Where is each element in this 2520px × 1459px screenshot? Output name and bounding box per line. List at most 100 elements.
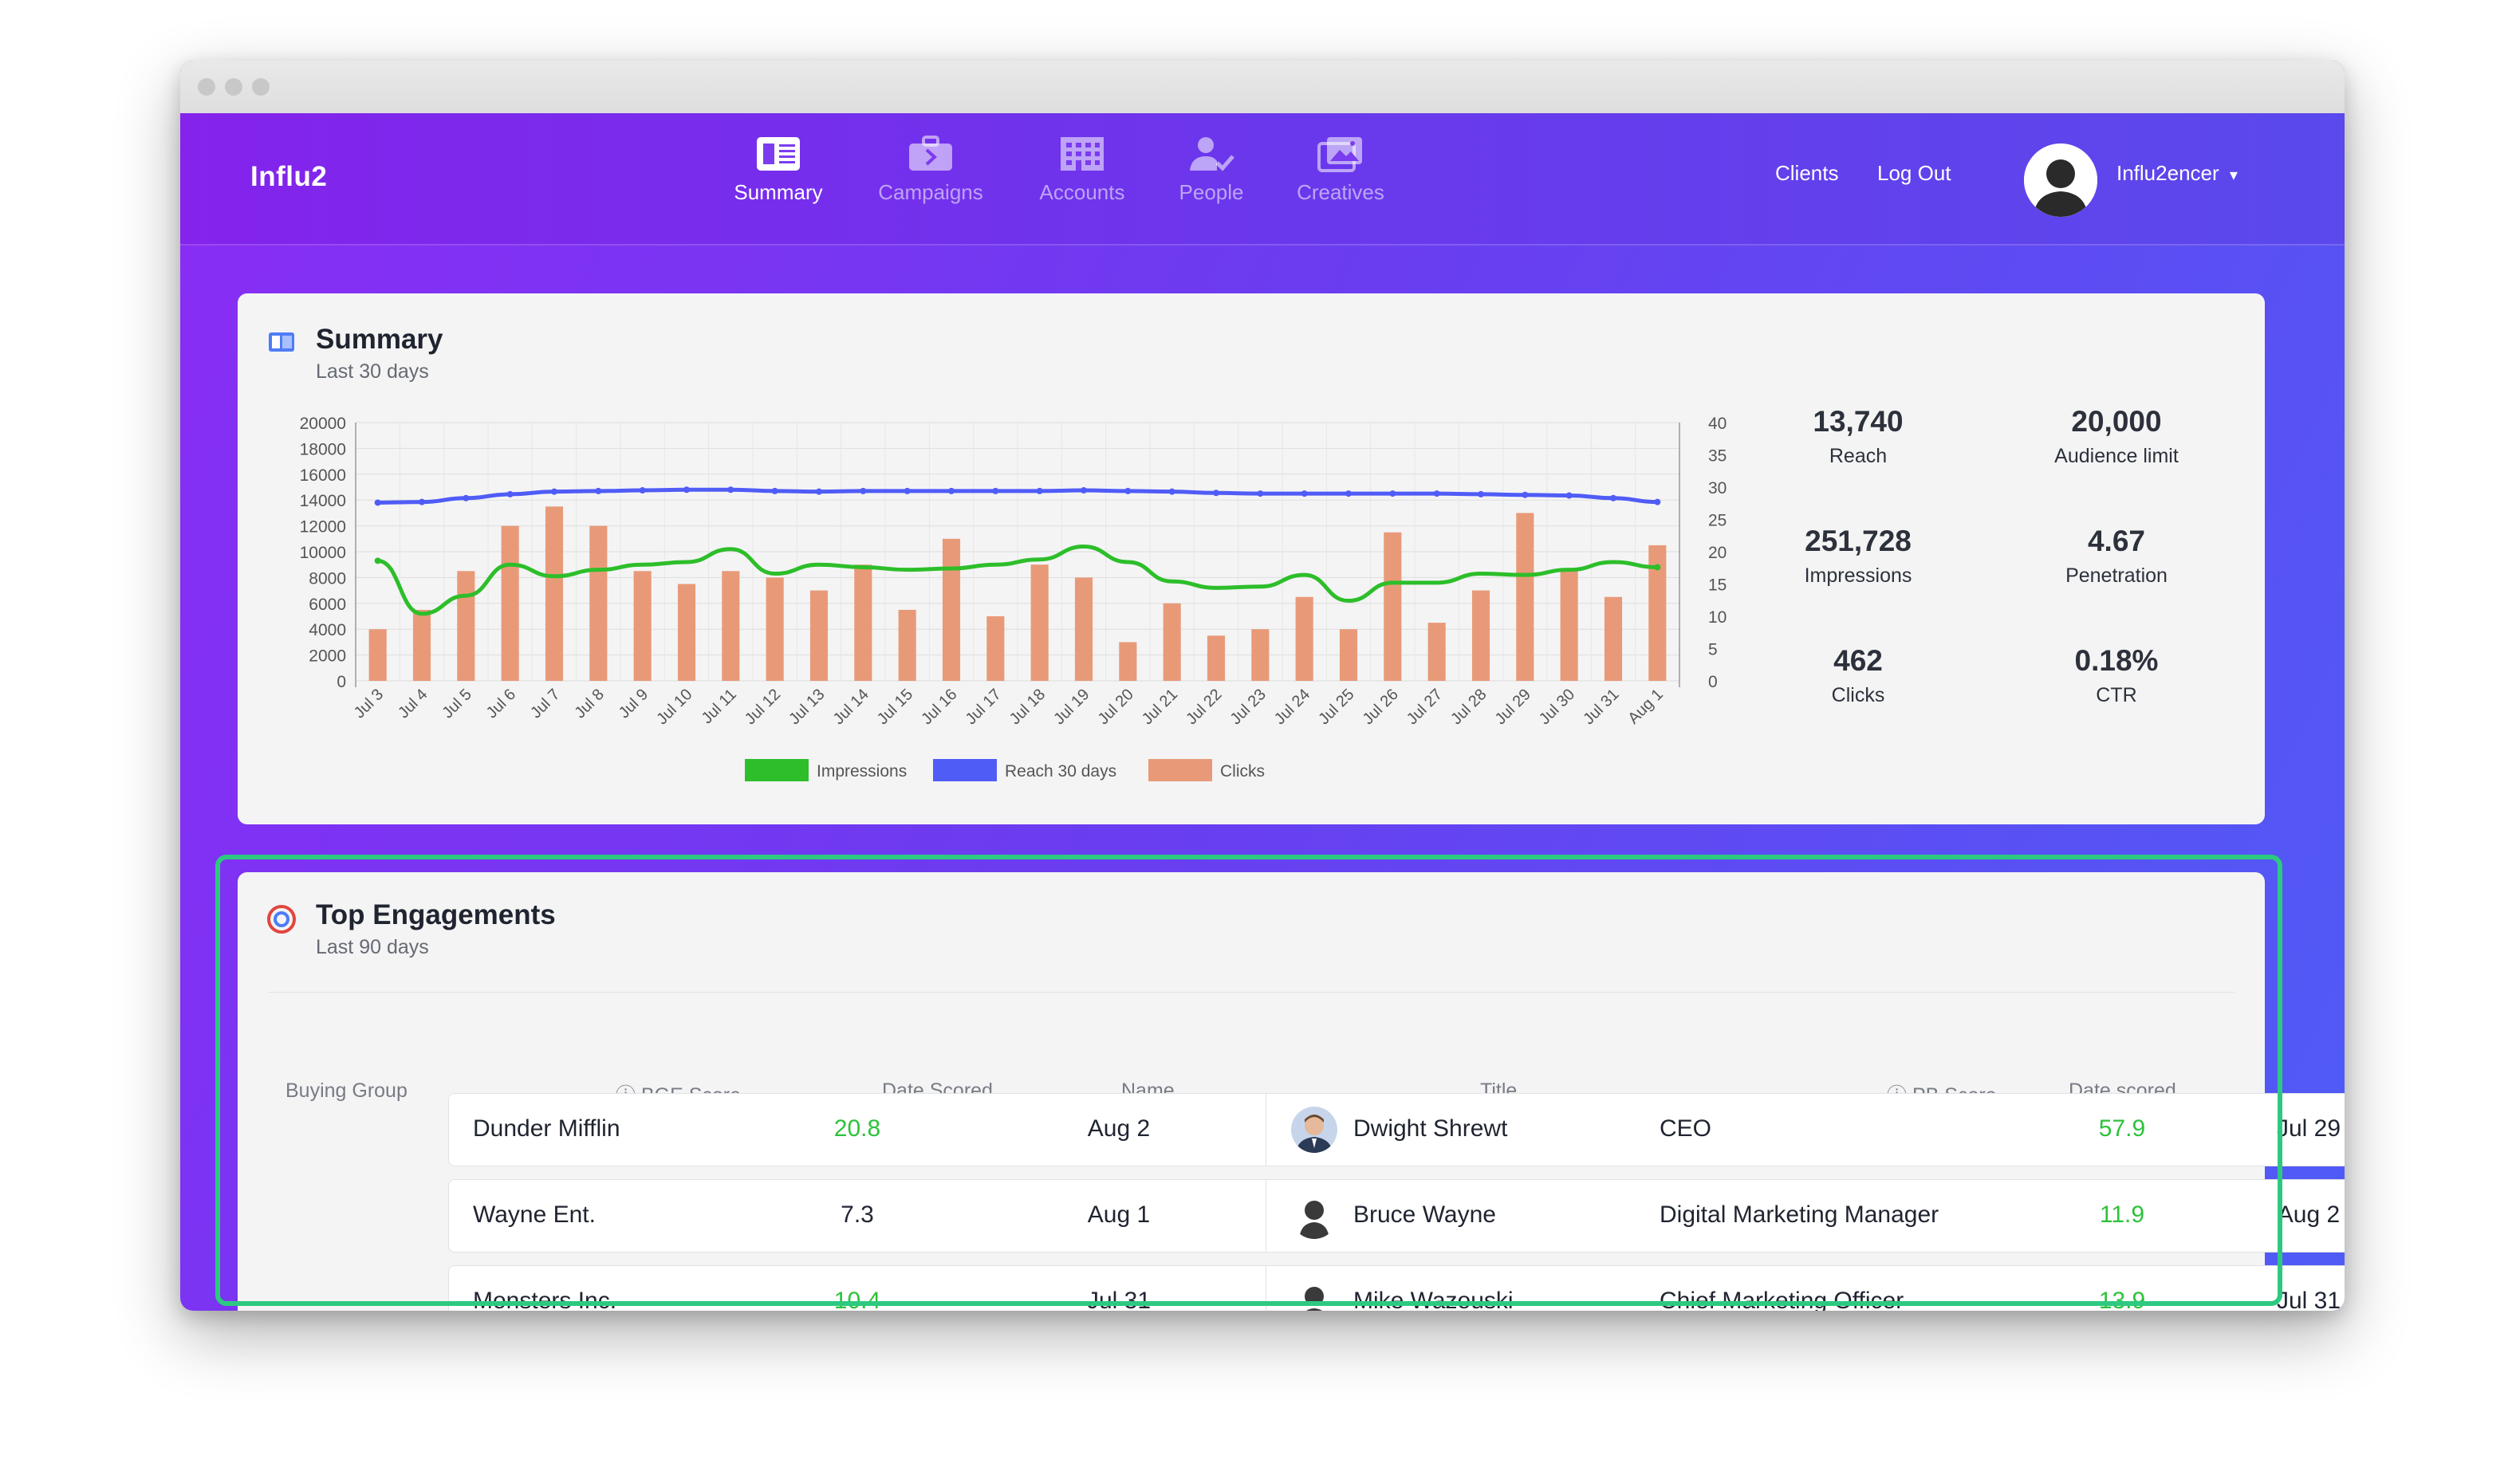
nav-campaigns-label: Campaigns — [878, 180, 983, 204]
person-silhouette-icon — [1299, 1201, 1329, 1239]
clicks-bar — [1560, 571, 1578, 681]
stat-impressions-value: 251,728 — [1805, 525, 1912, 557]
reach-point — [595, 487, 602, 494]
y-left-tick-label: 20000 — [300, 415, 346, 433]
y-left-tick-label: 16000 — [300, 466, 346, 485]
stat-reach-label: Reach — [1829, 445, 1888, 467]
stat-impressions-label: Impressions — [1804, 564, 1912, 587]
y-right-tick-label: 15 — [1708, 576, 1727, 595]
top-engagements-subtitle: Last 90 days — [316, 936, 429, 958]
legend-swatch — [933, 759, 997, 781]
cell-bge-score: 7.3 — [841, 1201, 874, 1228]
x-tick-label: Jul 17 — [963, 686, 1005, 728]
x-tick-label: Jul 14 — [830, 686, 872, 728]
reach-point — [551, 488, 557, 495]
user-menu[interactable]: Influ2encer ▾ — [2116, 161, 2238, 186]
x-tick-label: Jul 5 — [439, 686, 474, 722]
x-tick-label: Jul 27 — [1404, 686, 1446, 728]
y-left-tick-label: 10000 — [300, 544, 346, 562]
avatar — [1291, 1193, 1337, 1239]
x-tick-label: Jul 29 — [1492, 686, 1534, 728]
x-tick-label: Jul 26 — [1360, 686, 1402, 728]
clicks-bar — [1516, 513, 1534, 681]
x-tick-label: Jul 23 — [1227, 686, 1270, 728]
chevron-down-icon: ▾ — [2229, 167, 2238, 184]
clicks-bar — [1030, 564, 1049, 681]
legend-swatch — [745, 759, 809, 781]
x-tick-label: Jul 11 — [699, 686, 740, 727]
nav-summary-label: Summary — [734, 180, 823, 204]
clicks-bar — [1648, 545, 1667, 681]
y-right-tick-label: 10 — [1708, 608, 1727, 627]
reach-point — [1124, 487, 1132, 494]
brand-logo[interactable]: Influ2 — [250, 161, 328, 192]
reach-point — [771, 487, 778, 494]
y-right-tick-label: 25 — [1708, 512, 1727, 530]
cell-buying-group: Dunder Mifflin — [473, 1115, 620, 1142]
y-right-tick-label: 0 — [1708, 673, 1718, 691]
stat-ctr-value: 0.18% — [2074, 644, 2159, 677]
nav-creatives[interactable]: Creatives — [1261, 136, 1420, 205]
nav-accounts[interactable]: Accounts — [1002, 136, 1162, 205]
header-buying-group[interactable]: Buying Group — [285, 1080, 408, 1102]
reach-point — [904, 487, 911, 494]
cell-date-scored-2: Jul 29 — [2276, 1115, 2341, 1142]
reach-point — [1301, 490, 1308, 497]
briefcase-icon — [909, 136, 952, 171]
cell-date-scored-2: Aug 2 — [2277, 1201, 2341, 1228]
reach-point — [948, 487, 955, 494]
nav-creatives-label: Creatives — [1297, 180, 1384, 204]
x-tick-label: Jul 18 — [1006, 686, 1049, 728]
minimize-window-icon[interactable] — [225, 78, 242, 96]
x-tick-label: Jul 21 — [1139, 686, 1181, 728]
table-row[interactable]: Dunder Mifflin 20.8 Aug 2 Dwight Shrewt CEO 5… — [448, 1093, 2345, 1166]
stat-audience-limit-value: 20,000 — [2071, 405, 2162, 438]
clicks-bar — [677, 584, 696, 681]
clients-link[interactable]: Clients — [1775, 161, 1839, 185]
cell-name[interactable]: Dwight Shrewt — [1353, 1115, 1508, 1142]
reach-point — [1036, 487, 1043, 494]
highlight-frame — [215, 855, 2282, 1306]
logout-link[interactable]: Log Out — [1877, 161, 1951, 185]
stat-reach-value: 13,740 — [1813, 405, 1904, 438]
y-left-tick-label: 8000 — [309, 569, 346, 588]
user-avatar[interactable] — [2024, 144, 2097, 217]
clicks-bar — [1427, 623, 1446, 681]
x-tick-label: Jul 6 — [483, 686, 519, 722]
nav-summary[interactable]: Summary — [699, 136, 858, 205]
reach-point — [683, 486, 690, 494]
x-tick-label: Jul 19 — [1050, 686, 1093, 728]
cell-name[interactable]: Bruce Wayne — [1353, 1201, 1496, 1228]
nav-campaigns[interactable]: Campaigns — [851, 136, 1010, 205]
y-right-tick-label: 20 — [1708, 544, 1727, 562]
x-tick-label: Jul 24 — [1271, 686, 1313, 728]
x-tick-label: Jul 13 — [786, 686, 828, 728]
reach-point — [506, 490, 514, 497]
cell-bge-score: 20.8 — [833, 1115, 881, 1142]
table-row[interactable]: Wayne Ent. 7.3 Aug 1 Bruce Wayne Digital Mar… — [448, 1179, 2345, 1253]
clicks-bar — [1119, 642, 1137, 681]
clicks-bar — [412, 609, 431, 681]
avatar-silhouette-icon — [2024, 144, 2097, 217]
reach-line — [377, 487, 1658, 505]
y-left-tick-label: 6000 — [309, 596, 346, 614]
clicks-bar — [1384, 532, 1402, 681]
close-window-icon[interactable] — [198, 78, 215, 96]
x-tick-label: Jul 9 — [616, 686, 652, 722]
x-tick-label: Jul 10 — [653, 686, 695, 728]
stat-ctr-label: CTR — [2096, 684, 2137, 706]
clicks-bar — [942, 538, 961, 681]
clicks-bar — [1207, 635, 1226, 681]
clicks-bar — [457, 571, 475, 681]
images-icon — [1317, 137, 1362, 172]
maximize-window-icon[interactable] — [252, 78, 270, 96]
reach-point — [419, 498, 425, 505]
nav-people[interactable]: People — [1132, 136, 1291, 205]
summary-chart: 2000018000160001400012000100008000600040… — [300, 415, 1727, 781]
reach-point — [1345, 490, 1352, 497]
x-tick-label: Jul 8 — [571, 686, 607, 722]
clicks-bar — [898, 609, 916, 681]
reach-point — [1257, 490, 1264, 497]
impressions-line — [377, 545, 1658, 616]
cell-name[interactable]: Mike Wazouski — [1353, 1288, 1514, 1311]
